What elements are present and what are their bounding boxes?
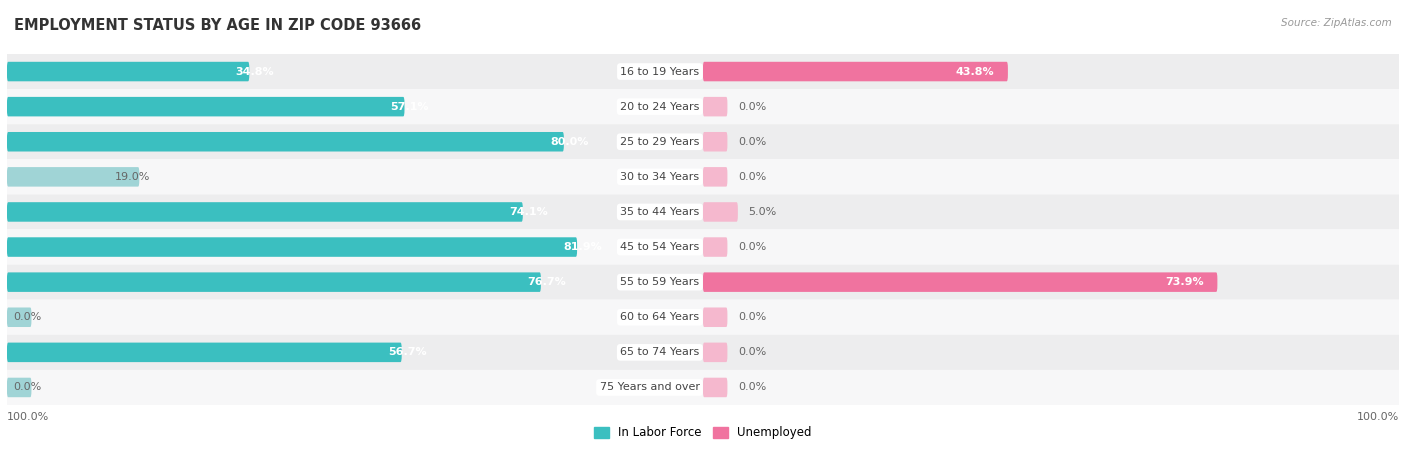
Text: 75 Years and over: 75 Years and over	[599, 382, 700, 392]
Text: 80.0%: 80.0%	[550, 137, 588, 147]
FancyBboxPatch shape	[7, 167, 139, 187]
FancyBboxPatch shape	[696, 124, 1399, 159]
FancyBboxPatch shape	[703, 97, 727, 117]
FancyBboxPatch shape	[703, 132, 727, 152]
FancyBboxPatch shape	[703, 202, 738, 222]
Text: 0.0%: 0.0%	[14, 382, 42, 392]
FancyBboxPatch shape	[7, 62, 249, 81]
Text: 0.0%: 0.0%	[738, 137, 766, 147]
FancyBboxPatch shape	[7, 370, 710, 405]
Text: 16 to 19 Years: 16 to 19 Years	[620, 67, 700, 76]
Text: 65 to 74 Years: 65 to 74 Years	[620, 347, 700, 357]
Text: 100.0%: 100.0%	[7, 412, 49, 422]
Text: 19.0%: 19.0%	[114, 172, 149, 182]
Text: 74.1%: 74.1%	[509, 207, 547, 217]
FancyBboxPatch shape	[7, 97, 405, 117]
FancyBboxPatch shape	[7, 300, 710, 335]
Text: 20 to 24 Years: 20 to 24 Years	[620, 102, 700, 112]
Text: 0.0%: 0.0%	[738, 172, 766, 182]
Text: 0.0%: 0.0%	[14, 312, 42, 322]
FancyBboxPatch shape	[696, 194, 1399, 230]
FancyBboxPatch shape	[703, 272, 1218, 292]
FancyBboxPatch shape	[696, 159, 1399, 194]
FancyBboxPatch shape	[7, 202, 523, 222]
FancyBboxPatch shape	[7, 307, 31, 327]
FancyBboxPatch shape	[7, 265, 710, 300]
Text: 43.8%: 43.8%	[955, 67, 994, 76]
FancyBboxPatch shape	[7, 230, 710, 265]
Text: 0.0%: 0.0%	[738, 242, 766, 252]
FancyBboxPatch shape	[7, 272, 541, 292]
FancyBboxPatch shape	[703, 167, 727, 187]
FancyBboxPatch shape	[696, 265, 1399, 300]
FancyBboxPatch shape	[696, 300, 1399, 335]
FancyBboxPatch shape	[7, 237, 576, 257]
Text: 34.8%: 34.8%	[235, 67, 274, 76]
FancyBboxPatch shape	[703, 237, 727, 257]
FancyBboxPatch shape	[696, 230, 1399, 265]
Text: 60 to 64 Years: 60 to 64 Years	[620, 312, 700, 322]
FancyBboxPatch shape	[7, 124, 710, 159]
Text: 0.0%: 0.0%	[738, 102, 766, 112]
Text: 45 to 54 Years: 45 to 54 Years	[620, 242, 700, 252]
Text: 5.0%: 5.0%	[748, 207, 776, 217]
FancyBboxPatch shape	[703, 62, 1008, 81]
Text: 73.9%: 73.9%	[1164, 277, 1204, 287]
FancyBboxPatch shape	[7, 194, 710, 230]
FancyBboxPatch shape	[696, 370, 1399, 405]
Text: 76.7%: 76.7%	[527, 277, 565, 287]
Text: 25 to 29 Years: 25 to 29 Years	[620, 137, 700, 147]
FancyBboxPatch shape	[7, 54, 710, 89]
Text: 57.1%: 57.1%	[391, 102, 429, 112]
FancyBboxPatch shape	[7, 342, 402, 362]
Text: 30 to 34 Years: 30 to 34 Years	[620, 172, 700, 182]
Legend: In Labor Force, Unemployed: In Labor Force, Unemployed	[589, 422, 817, 444]
Text: 0.0%: 0.0%	[738, 347, 766, 357]
Text: 0.0%: 0.0%	[738, 312, 766, 322]
FancyBboxPatch shape	[7, 89, 710, 124]
FancyBboxPatch shape	[696, 54, 1399, 89]
FancyBboxPatch shape	[7, 378, 31, 397]
FancyBboxPatch shape	[696, 89, 1399, 124]
Text: 100.0%: 100.0%	[1357, 412, 1399, 422]
Text: 56.7%: 56.7%	[388, 347, 426, 357]
Text: EMPLOYMENT STATUS BY AGE IN ZIP CODE 93666: EMPLOYMENT STATUS BY AGE IN ZIP CODE 936…	[14, 18, 422, 33]
Text: 0.0%: 0.0%	[738, 382, 766, 392]
FancyBboxPatch shape	[7, 132, 564, 152]
Text: 35 to 44 Years: 35 to 44 Years	[620, 207, 700, 217]
FancyBboxPatch shape	[703, 378, 727, 397]
Text: Source: ZipAtlas.com: Source: ZipAtlas.com	[1281, 18, 1392, 28]
FancyBboxPatch shape	[696, 335, 1399, 370]
FancyBboxPatch shape	[703, 307, 727, 327]
FancyBboxPatch shape	[7, 159, 710, 194]
FancyBboxPatch shape	[703, 342, 727, 362]
FancyBboxPatch shape	[7, 335, 710, 370]
Text: 81.9%: 81.9%	[564, 242, 602, 252]
Text: 55 to 59 Years: 55 to 59 Years	[620, 277, 700, 287]
